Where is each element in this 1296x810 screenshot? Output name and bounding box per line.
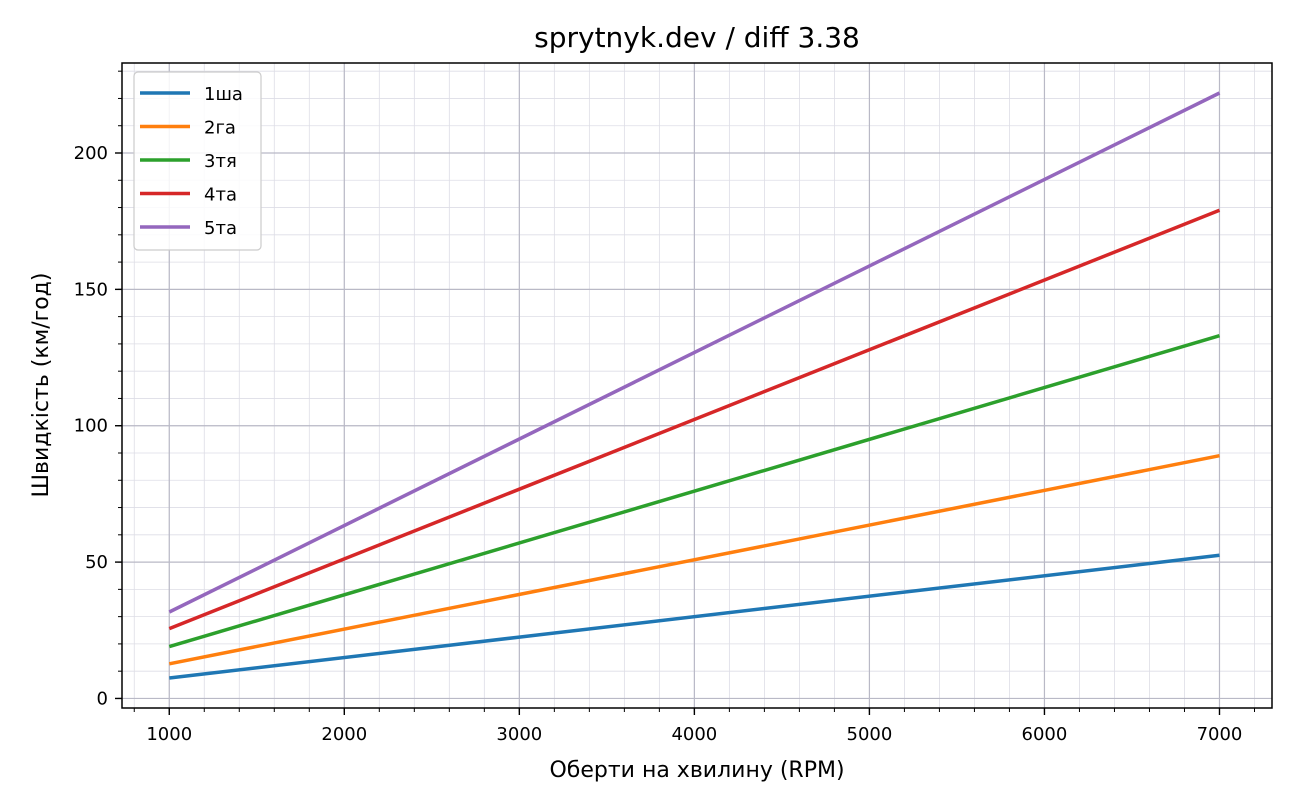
legend-label: 1ша	[204, 84, 243, 105]
legend-label: 3тя	[204, 151, 237, 172]
series-line-1	[169, 553, 1220, 680]
plot-frame	[121, 62, 1273, 709]
x-tick-label: 4000	[671, 724, 717, 745]
x-tick-label: 7000	[1197, 724, 1243, 745]
y-tick-label: 100	[74, 416, 108, 437]
x-tick-label: 1000	[146, 724, 192, 745]
y-axis-label: Швидкість (км/год)	[29, 273, 54, 498]
series-line-5	[168, 91, 1221, 614]
y-tick-label: 200	[74, 143, 108, 164]
x-tick-label: 3000	[496, 724, 542, 745]
y-axis-ticks: 0 50 100 150 200	[74, 70, 122, 709]
x-axis-label: Оберти на хвилину (RPM)	[549, 758, 844, 783]
y-tick-label: 0	[97, 688, 108, 709]
series-line-3	[168, 334, 1220, 649]
x-tick-label: 6000	[1022, 724, 1068, 745]
y-tick-label: 150	[74, 279, 108, 300]
chart-title: sprytnyk.dev / diff 3.38	[534, 21, 860, 54]
series-line-4	[168, 208, 1221, 631]
legend-label: 2га	[204, 118, 236, 139]
series-line-2	[168, 453, 1220, 666]
legend: 1ша 2га 3тя 4та 5та	[133, 71, 262, 251]
legend-label: 4та	[204, 185, 237, 206]
legend-label: 5та	[204, 218, 237, 239]
x-tick-label: 2000	[321, 724, 367, 745]
x-axis-ticks: 1000 2000 3000 4000 5000 6000 7000	[133, 708, 1255, 745]
legend-box	[133, 71, 262, 251]
y-tick-label: 50	[85, 552, 108, 573]
series-lines	[168, 91, 1221, 680]
x-tick-label: 5000	[847, 724, 893, 745]
